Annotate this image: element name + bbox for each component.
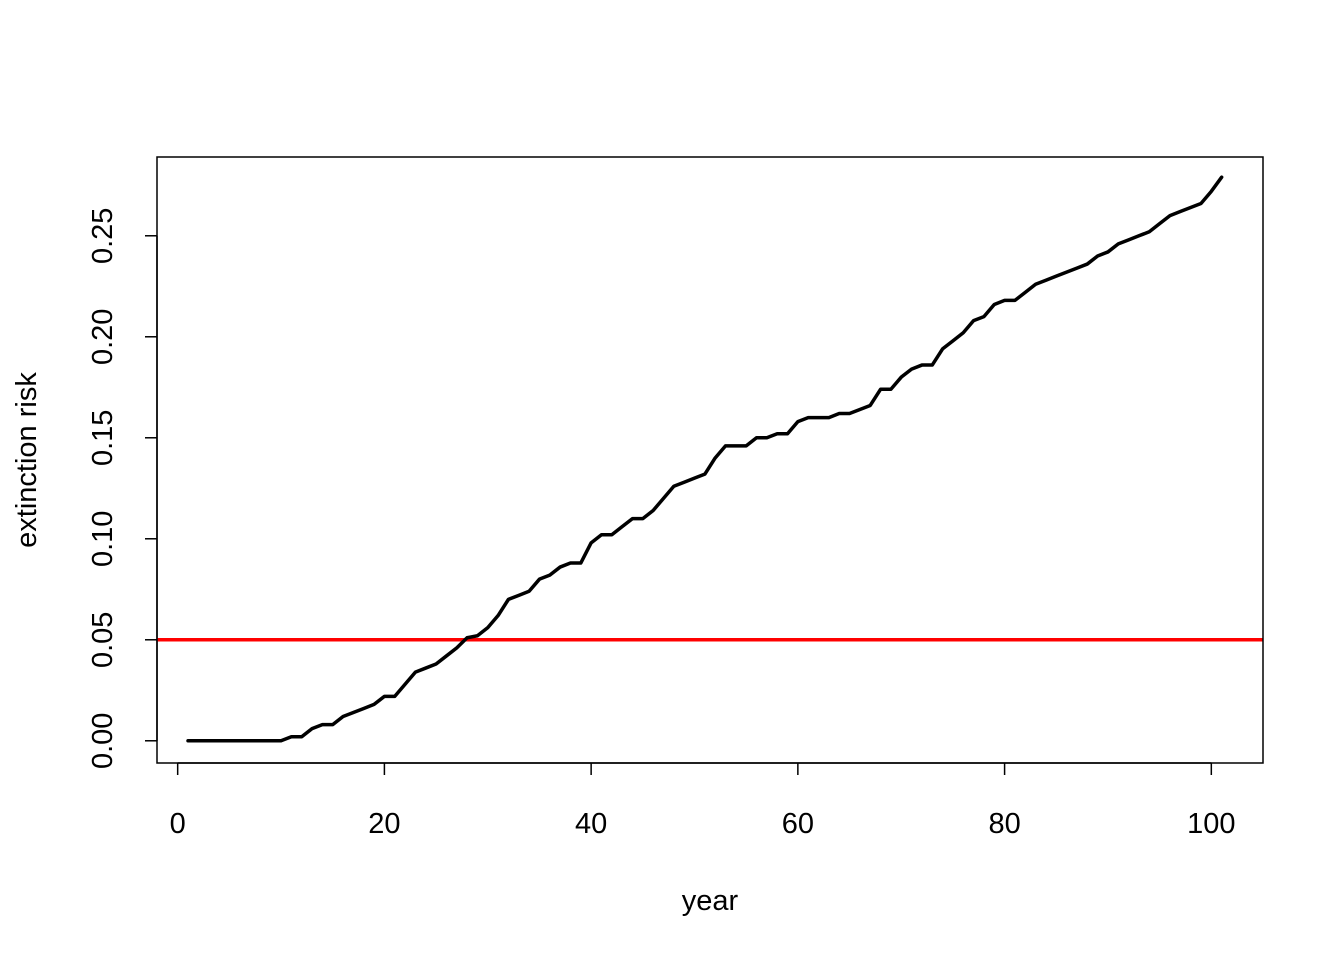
- data-series: [186, 175, 1224, 743]
- y-axis-label: extinction risk: [11, 372, 43, 548]
- x-tick-label: 80: [988, 808, 1020, 840]
- x-tick-label: 40: [575, 808, 607, 840]
- y-tick-label: 0.05: [87, 612, 119, 668]
- x-tick-label: 0: [170, 808, 186, 840]
- y-tick-label: 0.25: [87, 208, 119, 264]
- x-tick-label: 20: [368, 808, 400, 840]
- x-tick-label: 60: [782, 808, 814, 840]
- extinction-risk-line: [186, 175, 1224, 743]
- y-tick-label: 0.20: [87, 309, 119, 365]
- x-tick-label: 100: [1187, 808, 1235, 840]
- x-axis-label: year: [682, 885, 739, 917]
- axes-ticks: 0 20 40 60 80 100 0.00 0.05 0.10 0.15 0.20 0.25: [87, 208, 1236, 840]
- y-tick-label: 0.00: [87, 713, 119, 769]
- plot-frame: [156, 156, 1264, 764]
- y-tick-label: 0.15: [87, 410, 119, 466]
- y-tick-label: 0.10: [87, 511, 119, 567]
